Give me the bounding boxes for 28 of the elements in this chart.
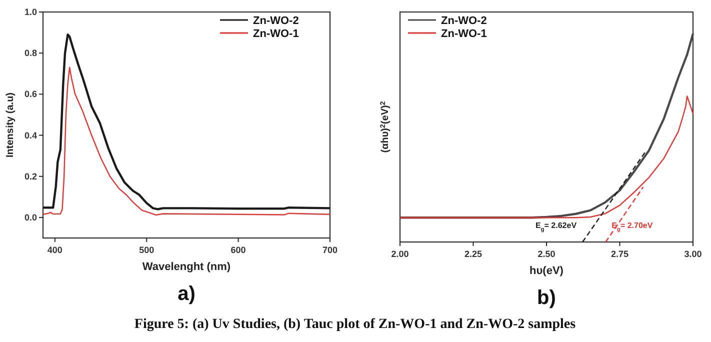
text: a) <box>178 283 196 305</box>
y-tick-label: 0.0 <box>24 212 37 222</box>
line-series <box>42 66 331 216</box>
legend-label: Zn-WO-2 <box>441 15 487 27</box>
y-tick-label: 0.2 <box>24 171 37 182</box>
text: b) <box>537 287 556 309</box>
y-tick-label: 0.4 <box>24 130 37 140</box>
x-tick-label: 700 <box>322 245 338 255</box>
x-tick-label: 3.00 <box>684 249 702 259</box>
x-tick-label: 600 <box>230 245 246 255</box>
x-tick-label: 2.00 <box>391 249 409 259</box>
x-tick-label: 500 <box>139 245 154 255</box>
x-tick-label: 400 <box>47 245 62 255</box>
x-axis-title: hυ(eV) <box>530 265 564 277</box>
legend-label: Zn-WO-2 <box>253 15 299 27</box>
y-tick-label: 1.0 <box>24 7 37 17</box>
x-tick-label: 2.75 <box>610 249 629 259</box>
annotation: E$_{g}$= 2.62eV <box>536 221 578 233</box>
x-tick-label: 2.50 <box>538 249 556 259</box>
y-tick-label: 0.6 <box>24 89 37 100</box>
legend-label: Zn-WO-1 <box>441 28 487 40</box>
legend-label: Zn-WO-1 <box>253 28 299 40</box>
caption: Figure 5: (a) Uv Studies, (b) Tauc plot of Zn-WO-1 and Zn-WO-2 samples <box>134 317 576 332</box>
y-tick-label: 0.8 <box>24 48 37 58</box>
y-axis-title: Intensity (a.u) <box>5 92 16 158</box>
x-axis-title: Wavelenght (nm) <box>142 261 231 273</box>
annotation: E$_{g}$= 2.70eV <box>612 221 654 233</box>
x-tick-label: 2.25 <box>464 249 482 259</box>
